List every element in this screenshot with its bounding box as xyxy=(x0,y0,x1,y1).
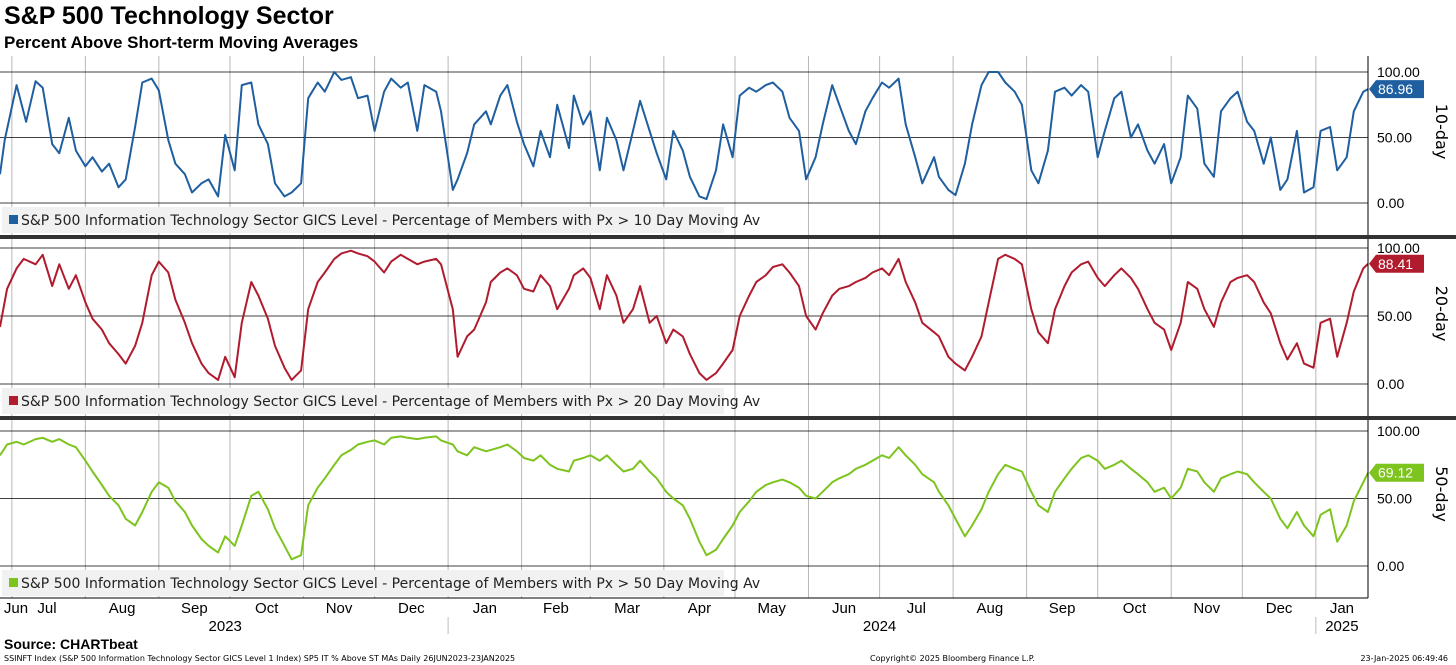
last-value-label-10-day: 86.96 xyxy=(1378,81,1413,97)
legend-box-20-day xyxy=(2,388,724,414)
month-label: Jan xyxy=(1330,600,1354,617)
legend-swatch-20-day xyxy=(9,396,18,405)
panel-label-20-day: 20-day xyxy=(1432,286,1451,342)
month-label: Jan xyxy=(473,600,497,617)
last-value-badge-50-day xyxy=(1369,463,1424,482)
y-tick-label: 0.00 xyxy=(1377,195,1404,211)
legend-box-10-day xyxy=(2,207,724,233)
panel-separator xyxy=(0,235,1456,239)
last-value-label-50-day: 69.12 xyxy=(1378,465,1413,481)
last-value-badge-20-day xyxy=(1369,254,1424,273)
panel-label-50-day: 50-day xyxy=(1432,466,1451,522)
series-line-10-day xyxy=(0,71,1369,201)
legend-swatch-10-day xyxy=(9,215,18,224)
month-label: Aug xyxy=(976,600,1003,617)
month-label: May xyxy=(758,600,787,617)
month-label: Feb xyxy=(543,600,569,617)
chart-title: S&P 500 Technology Sector xyxy=(4,2,334,30)
month-label: Oct xyxy=(255,600,279,617)
legend-label-10-day: S&P 500 Information Technology Sector GI… xyxy=(21,213,760,229)
month-label: Jul xyxy=(37,600,56,617)
y-tick-label: 100.00 xyxy=(1377,423,1420,439)
legend-label-50-day: S&P 500 Information Technology Sector GI… xyxy=(21,576,760,592)
y-tick-label: 50.00 xyxy=(1377,308,1412,324)
y-tick-label: 100.00 xyxy=(1377,64,1420,80)
y-tick-label: 0.00 xyxy=(1377,558,1404,574)
last-value-badge-10-day xyxy=(1369,80,1424,99)
year-label: 2024 xyxy=(863,618,896,635)
last-value-label-20-day: 88.41 xyxy=(1378,256,1413,272)
year-label: 2023 xyxy=(209,618,242,635)
month-label: Nov xyxy=(326,600,353,617)
month-label: Mar xyxy=(614,600,640,617)
month-label: Jun xyxy=(4,600,28,617)
footer-copyright: Copyright© 2025 Bloomberg Finance L.P. xyxy=(870,654,1035,663)
series-line-50-day xyxy=(0,435,1369,561)
month-label: Jul xyxy=(907,600,926,617)
footer-index-description: SSINFT Index (S&P 500 Information Techno… xyxy=(4,654,516,663)
panel-separator xyxy=(0,416,1456,420)
legend-box-50-day xyxy=(2,570,724,596)
chart-subtitle: Percent Above Short-term Moving Averages xyxy=(4,33,359,52)
month-label: Nov xyxy=(1193,600,1220,617)
year-label: 2025 xyxy=(1325,618,1358,635)
series-line-20-day xyxy=(0,249,1369,381)
month-label: Aug xyxy=(109,600,136,617)
y-tick-label: 100.00 xyxy=(1377,240,1420,256)
footer-timestamp: 23-Jan-2025 06:49:46 xyxy=(1360,654,1448,663)
y-tick-label: 0.00 xyxy=(1377,376,1404,392)
panel-label-10-day: 10-day xyxy=(1432,104,1451,160)
month-label: Oct xyxy=(1123,600,1147,617)
source-note: Source: CHARTbeat xyxy=(4,636,138,652)
month-label: Sep xyxy=(1049,600,1076,617)
y-tick-label: 50.00 xyxy=(1377,491,1412,507)
legend-swatch-50-day xyxy=(9,578,18,587)
month-label: Dec xyxy=(398,600,425,617)
month-label: Jun xyxy=(832,600,856,617)
month-label: Sep xyxy=(181,600,208,617)
y-tick-label: 50.00 xyxy=(1377,130,1412,146)
month-label: Apr xyxy=(688,600,711,617)
month-label: Dec xyxy=(1266,600,1293,617)
legend-label-20-day: S&P 500 Information Technology Sector GI… xyxy=(21,394,760,410)
